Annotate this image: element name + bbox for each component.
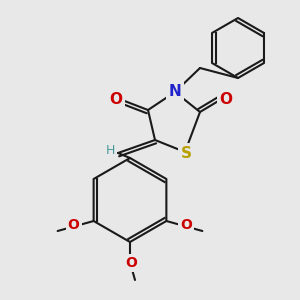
Text: N: N bbox=[169, 83, 182, 98]
Text: S: S bbox=[181, 146, 191, 160]
Text: O: O bbox=[110, 92, 122, 107]
Text: H: H bbox=[105, 145, 115, 158]
Text: O: O bbox=[68, 218, 80, 232]
Text: O: O bbox=[220, 92, 232, 107]
Text: O: O bbox=[180, 218, 192, 232]
Text: O: O bbox=[125, 256, 137, 270]
